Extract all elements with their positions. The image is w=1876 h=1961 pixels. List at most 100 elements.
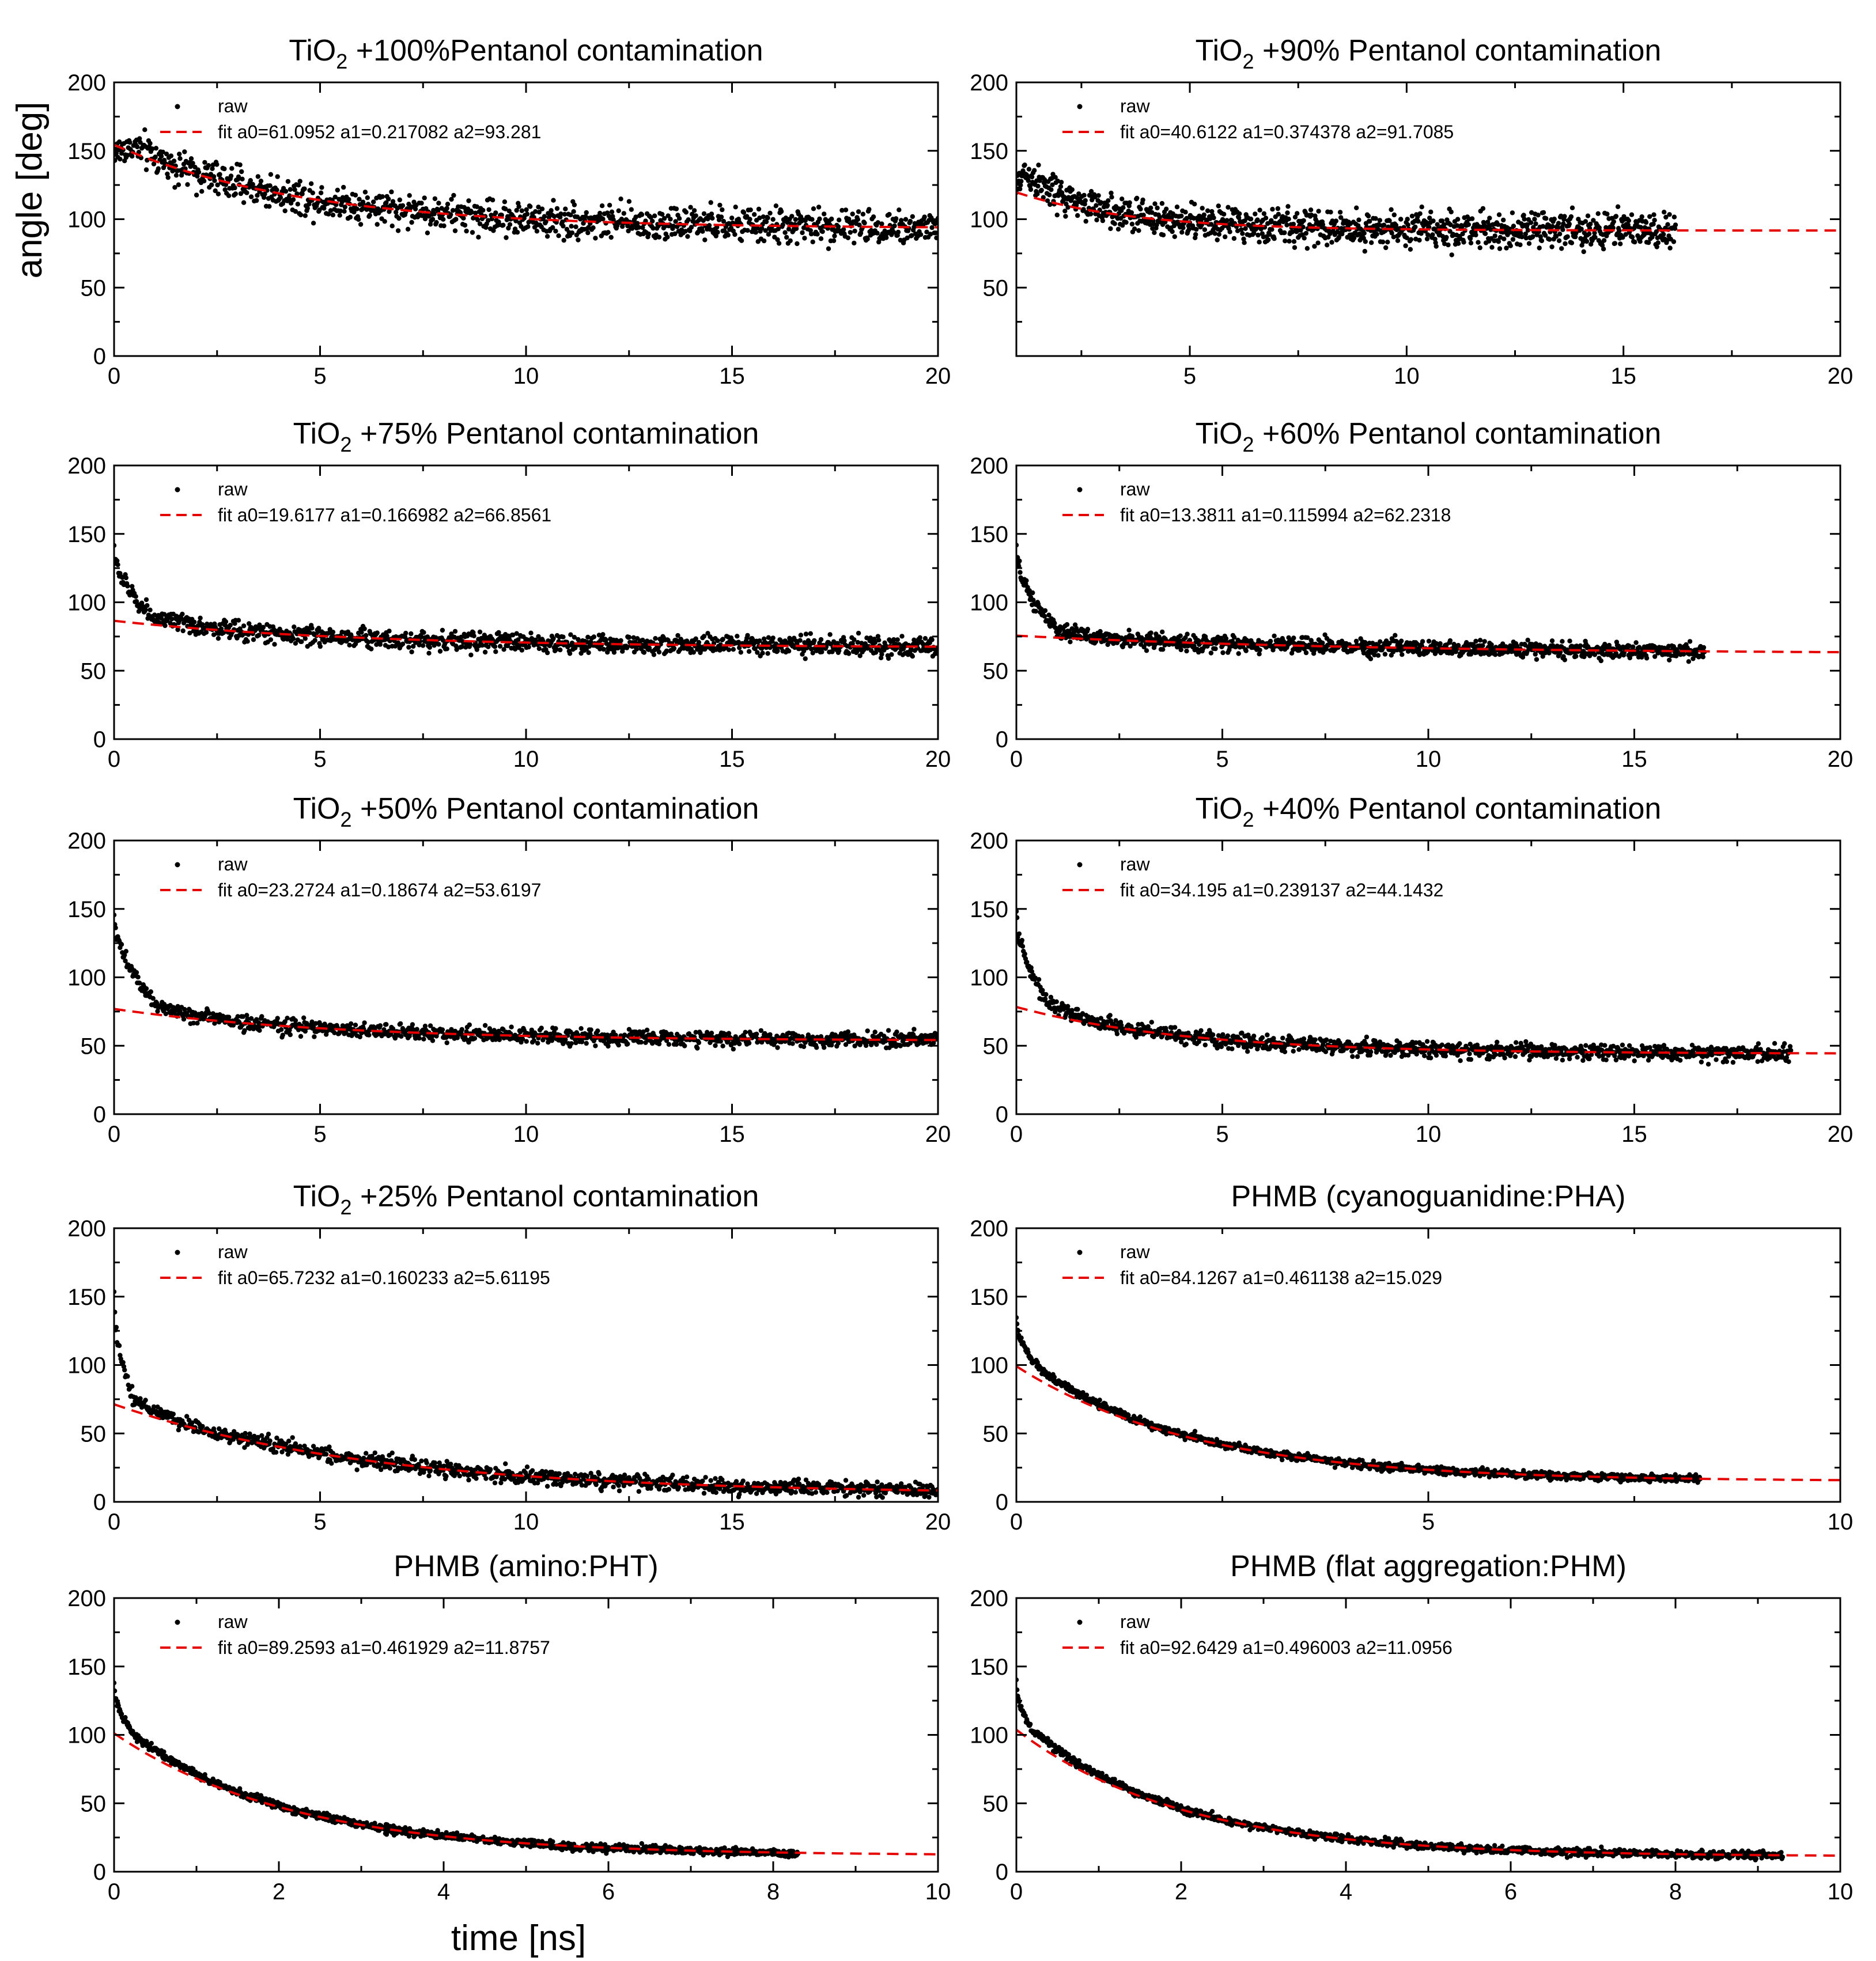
raw-point: [591, 634, 597, 639]
raw-point: [759, 226, 765, 231]
chart-title: TiO2 +50% Pentanol contamination: [293, 792, 759, 831]
raw-point: [1581, 249, 1586, 255]
raw-point: [258, 179, 264, 184]
raw-point: [1129, 221, 1135, 227]
raw-point: [1631, 644, 1636, 650]
raw-point: [934, 235, 938, 241]
raw-point: [119, 942, 124, 947]
raw-point: [177, 152, 182, 157]
raw-point: [1221, 211, 1227, 217]
raw-point: [597, 210, 603, 216]
chart-title-rest: +50% Pentanol contamination: [352, 792, 759, 826]
raw-point: [516, 637, 521, 642]
raw-point: [1213, 646, 1218, 652]
raw-point: [1427, 215, 1432, 221]
raw-point: [305, 206, 310, 211]
raw-point: [534, 229, 540, 234]
raw-point: [528, 204, 533, 209]
raw-point: [347, 642, 352, 648]
raw-point: [1613, 214, 1619, 219]
legend-raw-label: raw: [1120, 479, 1150, 499]
raw-point: [729, 215, 735, 221]
raw-point: [1150, 226, 1155, 231]
raw-point: [1304, 246, 1310, 251]
y-tick-label: 50: [983, 275, 1009, 301]
raw-point: [513, 218, 519, 224]
raw-point: [556, 233, 561, 238]
raw-point: [1192, 202, 1197, 207]
y-tick-label: 0: [93, 344, 106, 369]
raw-point: [832, 233, 837, 238]
raw-point: [1562, 657, 1567, 662]
raw-point: [172, 185, 177, 190]
x-tick-label: 0: [108, 364, 120, 389]
raw-point: [1042, 608, 1048, 614]
raw-point: [201, 179, 207, 184]
raw-point: [895, 637, 900, 642]
raw-point: [783, 215, 789, 221]
raw-point: [690, 211, 695, 217]
raw-point: [671, 646, 677, 651]
y-tick-label: 0: [996, 727, 1008, 752]
raw-point: [1298, 646, 1303, 652]
y-tick-label: 150: [970, 139, 1008, 164]
raw-point: [624, 645, 630, 650]
raw-point: [444, 646, 449, 652]
raw-point: [122, 952, 127, 957]
raw-point: [413, 206, 418, 211]
raw-point: [1455, 217, 1461, 222]
raw-point: [147, 607, 153, 613]
raw-point: [802, 236, 807, 241]
raw-point: [228, 173, 234, 179]
raw-point: [349, 1021, 354, 1027]
raw-point: [422, 195, 427, 200]
raw-point: [365, 195, 370, 200]
legend-raw-label: raw: [218, 479, 248, 499]
raw-point: [852, 240, 857, 246]
raw-point: [1050, 182, 1055, 187]
raw-point: [780, 222, 785, 228]
raw-point: [910, 654, 916, 659]
raw-point: [317, 643, 323, 649]
raw-point: [469, 210, 474, 215]
raw-point: [519, 648, 524, 653]
raw-point: [528, 630, 534, 636]
raw-point: [1261, 211, 1267, 216]
raw-point: [1389, 230, 1394, 236]
raw-point: [471, 633, 476, 639]
raw-point: [169, 616, 175, 622]
raw-point: [757, 638, 762, 643]
y-tick-label: 50: [81, 658, 107, 684]
raw-point: [504, 235, 509, 240]
raw-point: [827, 632, 833, 637]
raw-point: [365, 639, 371, 645]
raw-point: [187, 630, 192, 636]
raw-point: [165, 175, 171, 180]
raw-point: [801, 648, 807, 654]
raw-series: [1016, 543, 1707, 664]
raw-point: [1533, 221, 1538, 226]
raw-point: [895, 229, 901, 235]
raw-point: [248, 1016, 254, 1021]
y-tick-label: 100: [67, 590, 106, 616]
y-tick-label: 100: [970, 207, 1008, 233]
raw-point: [1263, 215, 1269, 221]
raw-point: [1557, 232, 1563, 237]
raw-point: [760, 650, 765, 656]
raw-point: [501, 647, 506, 652]
raw-point: [674, 206, 679, 211]
x-tick-label: 20: [1828, 364, 1854, 389]
raw-point: [298, 1034, 304, 1039]
raw-series: [114, 913, 938, 1052]
raw-point: [163, 1011, 168, 1017]
raw-point: [1291, 221, 1296, 227]
raw-point: [1224, 218, 1230, 223]
raw-point: [236, 618, 241, 623]
raw-point: [1378, 639, 1383, 645]
chart-title-subscript: 2: [340, 808, 351, 831]
raw-point: [1178, 647, 1183, 653]
raw-point: [856, 630, 861, 636]
raw-point: [1215, 237, 1220, 243]
raw-point: [1231, 236, 1237, 241]
